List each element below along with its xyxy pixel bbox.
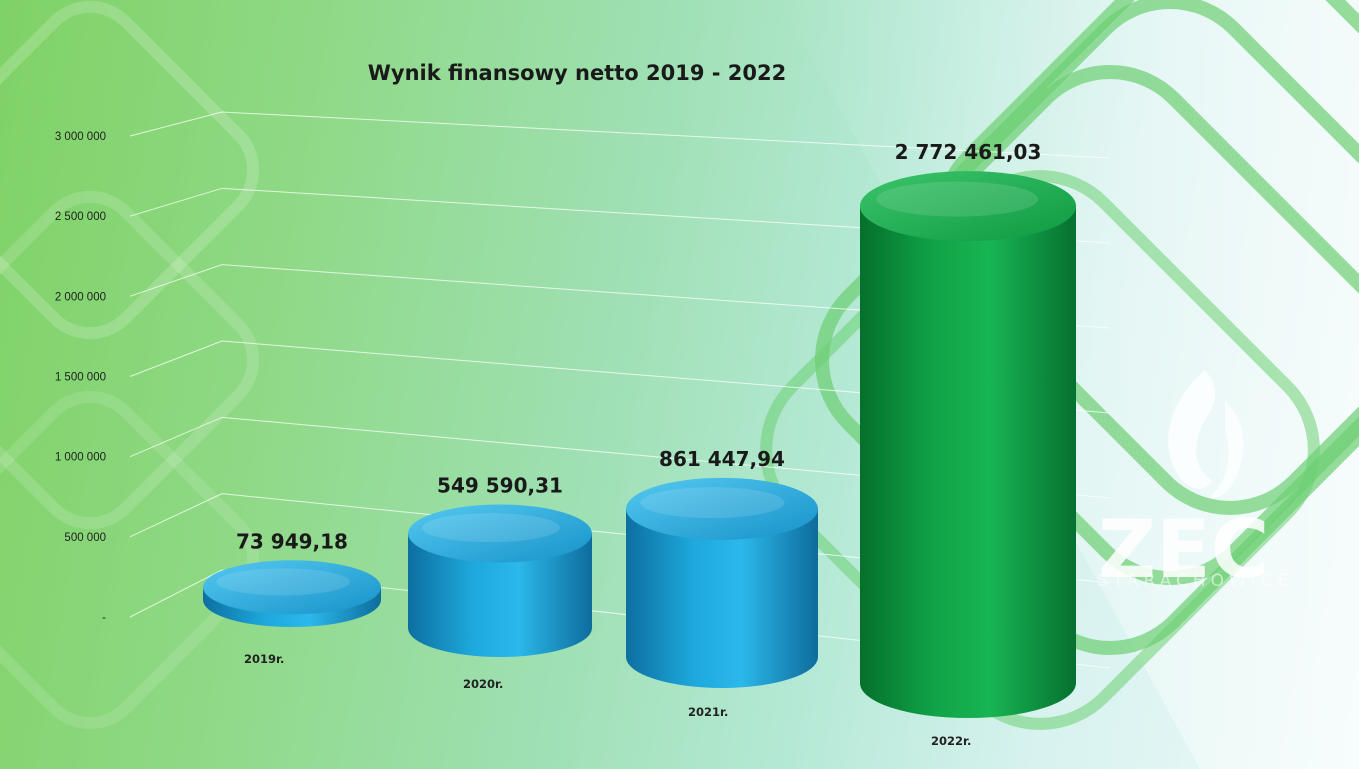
- bar-body: [626, 508, 818, 688]
- bar: [860, 171, 1076, 718]
- category-labels: 2019r. 2020r. 2021r. 2022r.: [244, 652, 971, 748]
- data-label: 73 949,18: [236, 529, 348, 553]
- bar-body: [408, 533, 592, 657]
- bar-top: [203, 560, 381, 615]
- chart-title: Wynik finansowy netto 2019 - 2022: [368, 61, 786, 85]
- y-tick-label: 500 000: [64, 532, 106, 544]
- data-label: 2 772 461,03: [895, 140, 1042, 164]
- x-tick-label: 2021r.: [688, 705, 728, 719]
- x-tick-label: 2019r.: [244, 652, 284, 666]
- y-tick-label: -: [102, 612, 106, 624]
- y-tick-label: 1 000 000: [55, 452, 106, 464]
- data-labels: 73 949,18 549 590,31 861 447,94 2 772 461,0…: [236, 140, 1041, 553]
- x-tick-label: 2020r.: [463, 677, 503, 691]
- x-tick-label: 2022r.: [931, 734, 971, 748]
- y-tick-label: 2 000 000: [55, 291, 106, 303]
- data-label: 549 590,31: [437, 473, 563, 497]
- y-tick-label: 1 500 000: [55, 372, 106, 384]
- logo-subtitle: STARACHOWICE: [1097, 571, 1293, 591]
- bar: [408, 504, 592, 657]
- bar-top: [408, 504, 592, 563]
- gridline: [129, 111, 1111, 159]
- gridline: [129, 264, 1111, 329]
- zec-logo: ZEC STARACHOWICE: [1097, 370, 1293, 596]
- gridline: [129, 340, 1111, 414]
- data-label: 861 447,94: [659, 447, 785, 471]
- y-tick-label: 3 000 000: [55, 131, 106, 143]
- y-tick-label: 2 500 000: [55, 211, 106, 223]
- bar-body: [860, 206, 1076, 718]
- y-axis-ticks: - 500 000 1 000 000 1 500 000 2 000 000 2 500…: [55, 131, 106, 624]
- logo-name: ZEC: [1098, 503, 1269, 596]
- bar: [203, 560, 381, 627]
- bars: [203, 171, 1076, 718]
- bar: [626, 477, 818, 688]
- bar-top: [626, 477, 818, 540]
- gridline: [129, 416, 1111, 499]
- gridline: [129, 187, 1111, 244]
- bar-top: [860, 171, 1076, 242]
